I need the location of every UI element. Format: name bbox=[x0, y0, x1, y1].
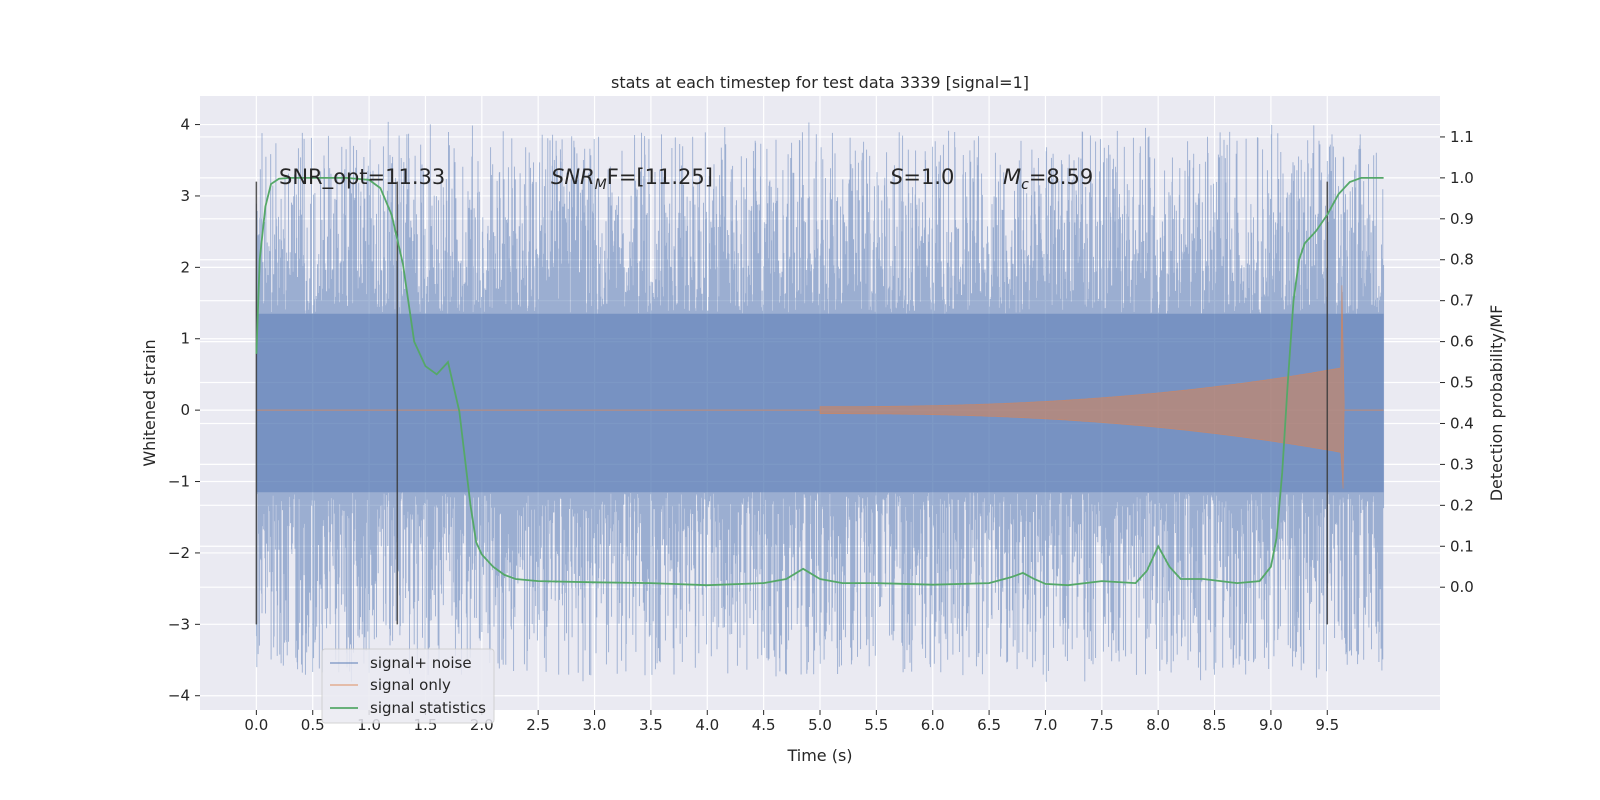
legend-label-stats: signal statistics bbox=[370, 699, 486, 717]
x-tick-label-9: 4.5 bbox=[752, 716, 776, 734]
y-tick-label-0: −4 bbox=[168, 687, 190, 705]
legend-box bbox=[321, 648, 495, 724]
y-tick-label-5: 1 bbox=[180, 330, 190, 348]
x-tick-label-14: 7.0 bbox=[1034, 716, 1058, 734]
x-tick-label-19: 9.5 bbox=[1315, 716, 1339, 734]
y-axis-label: Whitened strain bbox=[140, 339, 159, 466]
signal-statistics-series bbox=[255, 177, 1384, 587]
y-tick-label-3: −1 bbox=[168, 473, 190, 491]
vertical-markers bbox=[255, 181, 1329, 625]
x-tick-label-10: 5.0 bbox=[808, 716, 832, 734]
x-tick-label-5: 2.5 bbox=[526, 716, 550, 734]
annotation-snr-mf: SNRMF=[11.25] bbox=[551, 165, 713, 193]
annotation-s: S=1.0 bbox=[890, 165, 954, 189]
x-tick-label-16: 8.0 bbox=[1146, 716, 1170, 734]
legend: signal+ noise signal only signal statist… bbox=[321, 648, 495, 724]
y2-tick-label-7: 0.7 bbox=[1450, 292, 1474, 310]
y-tick-label-8: 4 bbox=[180, 116, 190, 134]
x-axis-label: Time (s) bbox=[786, 746, 852, 765]
x-tick-label-8: 4.0 bbox=[695, 716, 719, 734]
y-tick-label-7: 3 bbox=[180, 187, 190, 205]
x-tick-label-13: 6.5 bbox=[977, 716, 1001, 734]
y2-tick-label-10: 1.0 bbox=[1450, 169, 1474, 187]
x-tick-label-1: 0.5 bbox=[301, 716, 325, 734]
y2-tick-label-2: 0.2 bbox=[1450, 496, 1474, 514]
signal-only-series bbox=[256, 285, 1384, 489]
y2-tick-label-4: 0.4 bbox=[1450, 414, 1474, 432]
annotation-snr-opt: SNR_opt=11.33 bbox=[279, 165, 445, 190]
chart-title: stats at each timestep for test data 333… bbox=[611, 73, 1029, 92]
x-tick-label-18: 9.0 bbox=[1259, 716, 1283, 734]
y-tick-label-1: −3 bbox=[168, 615, 190, 633]
y2-tick-label-5: 0.5 bbox=[1450, 374, 1474, 392]
y2-tick-label-1: 0.1 bbox=[1450, 537, 1474, 555]
y2-tick-label-11: 1.1 bbox=[1450, 128, 1474, 146]
x-tick-label-17: 8.5 bbox=[1203, 716, 1227, 734]
y2-tick-label-9: 0.9 bbox=[1450, 210, 1474, 228]
y-tick-label-6: 2 bbox=[180, 258, 190, 276]
y2-tick-label-8: 0.8 bbox=[1450, 251, 1474, 269]
x-tick-label-6: 3.0 bbox=[583, 716, 607, 734]
x-tick-label-0: 0.0 bbox=[244, 716, 268, 734]
signal-statistics-line bbox=[255, 177, 1384, 587]
x-axis-ticks: 0.0 0.5 1.0 1.5 2.0 2.5 3.0 3.5 4.0 4.5 5.0 5.5 6.0 6… bbox=[244, 710, 1339, 734]
y2-tick-label-3: 0.3 bbox=[1450, 455, 1474, 473]
y-tick-label-2: −2 bbox=[168, 544, 190, 562]
x-tick-label-7: 3.5 bbox=[639, 716, 663, 734]
annotation-mc: Mc=8.59 bbox=[1003, 165, 1093, 193]
x-tick-label-12: 6.0 bbox=[921, 716, 945, 734]
x-tick-label-11: 5.5 bbox=[864, 716, 888, 734]
y-tick-label-4: 0 bbox=[180, 401, 190, 419]
legend-label-signal: signal only bbox=[370, 676, 451, 694]
y2-tick-label-6: 0.6 bbox=[1450, 333, 1474, 351]
y2-axis-ticks: 0.0 0.1 0.2 0.3 0.4 0.5 0.6 0.7 0.8 0.9 1.0 1.1 bbox=[1440, 128, 1474, 596]
y-axis-ticks: −4 −3 −2 −1 0 1 2 3 4 bbox=[168, 116, 200, 705]
x-tick-label-15: 7.5 bbox=[1090, 716, 1114, 734]
y2-tick-label-0: 0.0 bbox=[1450, 578, 1474, 596]
chirp-envelope bbox=[819, 285, 1345, 489]
y2-axis-label: Detection probability/MF bbox=[1487, 305, 1506, 502]
legend-label-noise: signal+ noise bbox=[370, 654, 472, 672]
